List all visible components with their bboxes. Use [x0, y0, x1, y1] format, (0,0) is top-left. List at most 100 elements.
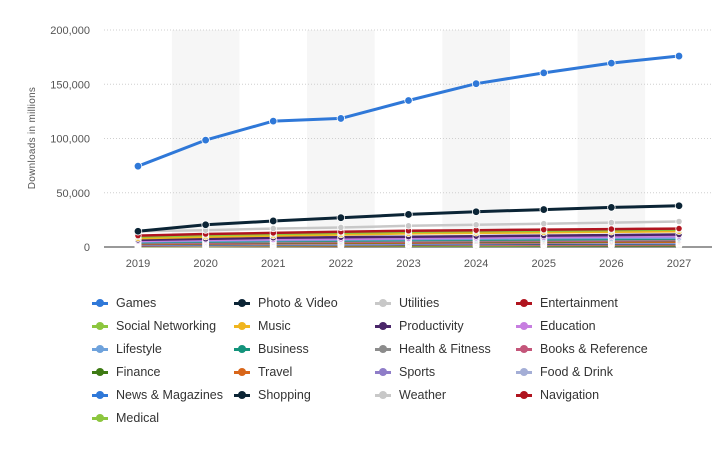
data-point: [540, 220, 548, 228]
series-photo-video: [133, 201, 684, 236]
legend-item[interactable]: Weather: [375, 386, 446, 404]
legend-swatch-icon: [234, 299, 250, 307]
legend-item[interactable]: Shopping: [234, 386, 311, 404]
legend-label: Navigation: [540, 388, 600, 402]
legend-label: Social Networking: [116, 319, 217, 333]
legend-item[interactable]: Business: [234, 340, 309, 358]
legend-item[interactable]: Social Networking: [92, 317, 216, 335]
series-games: [133, 51, 684, 171]
legend-label: Photo & Video: [258, 296, 338, 310]
x-axis-tick-labels: 2019 2020 2021 2022 2023 2024 2025 2026 2027: [126, 258, 691, 270]
legend-item[interactable]: Health & Fitness: [375, 340, 491, 358]
legend-item[interactable]: Lifestyle: [92, 340, 162, 358]
legend-swatch-icon: [92, 414, 108, 422]
legend-item[interactable]: Photo & Video: [234, 294, 338, 312]
legend-item[interactable]: Productivity: [375, 317, 464, 335]
legend-item[interactable]: Games: [92, 294, 156, 312]
legend-swatch-icon: [516, 368, 532, 376]
data-point: [607, 58, 616, 68]
legend-label: Business: [258, 342, 309, 356]
data-point: [607, 225, 615, 233]
legend-item[interactable]: Education: [516, 317, 596, 335]
data-point: [336, 213, 346, 222]
legend-label: Entertainment: [540, 296, 618, 310]
data-point: [675, 217, 683, 226]
data-point: [404, 222, 413, 230]
legend-label: Games: [116, 296, 157, 310]
legend-label: Education: [540, 319, 596, 333]
legend-swatch-icon: [234, 368, 250, 376]
legend-swatch-icon: [92, 368, 108, 376]
data-point: [674, 201, 684, 210]
legend-label: Food & Drink: [540, 365, 613, 379]
legend-item[interactable]: Music: [234, 317, 291, 335]
x-tick-label: 2019: [126, 258, 150, 270]
y-tick-label: 0: [84, 242, 90, 254]
legend-item[interactable]: Utilities: [375, 294, 439, 312]
legend-item[interactable]: Food & Drink: [516, 363, 613, 381]
data-point: [674, 51, 684, 61]
data-point: [404, 96, 413, 105]
legend-item[interactable]: News & Magazines: [92, 386, 223, 404]
data-point: [133, 227, 143, 236]
legend-item[interactable]: Travel: [234, 363, 292, 381]
legend-label: Medical: [116, 411, 160, 425]
data-point: [336, 114, 346, 123]
y-tick-label: 150,000: [50, 79, 90, 91]
data-point: [675, 224, 683, 233]
legend-label: Travel: [258, 365, 293, 379]
legend-label: Health & Fitness: [399, 342, 491, 356]
data-point: [472, 221, 480, 229]
data-point: [269, 116, 278, 126]
data-point: [404, 210, 413, 219]
legend-swatch-icon: [375, 322, 391, 330]
data-point: [133, 161, 143, 171]
data-point: [539, 205, 548, 214]
line-chart: 0 50,000 100,000 150,000 200,000 2019 2020 202…: [27, 25, 712, 270]
legend-label: Lifestyle: [116, 342, 162, 356]
data-point: [201, 220, 210, 229]
legend-item[interactable]: Medical: [92, 409, 159, 427]
legend-swatch-icon: [234, 322, 250, 330]
legend-item[interactable]: Finance: [92, 363, 160, 381]
legend-label: Sports: [399, 365, 436, 379]
legend-swatch-icon: [92, 391, 108, 399]
legend-swatch-icon: [234, 345, 250, 353]
year-band: [307, 30, 375, 247]
legend-swatch-icon: [92, 299, 108, 307]
x-tick-label: 2021: [261, 258, 285, 270]
legend-item[interactable]: Navigation: [516, 386, 599, 404]
x-tick-label: 2024: [464, 258, 488, 270]
data-point: [540, 226, 548, 234]
legend-swatch-icon: [516, 345, 532, 353]
legend-label: Utilities: [399, 296, 440, 310]
data-point: [607, 218, 615, 227]
legend-swatch-icon: [516, 322, 532, 330]
legend-item[interactable]: Sports: [375, 363, 435, 381]
x-tick-label: 2020: [193, 258, 217, 270]
legend-swatch-icon: [516, 299, 532, 307]
y-axis-title: Downloads in millions: [27, 87, 38, 189]
data-point: [269, 216, 278, 226]
legend-swatch-icon: [516, 391, 532, 399]
y-tick-label: 100,000: [50, 134, 90, 146]
legend-label: Weather: [399, 388, 447, 402]
legend-label: Finance: [116, 365, 161, 379]
data-point: [337, 223, 345, 232]
x-tick-label: 2025: [532, 258, 556, 270]
legend-label: Books & Reference: [540, 342, 648, 356]
data-point: [269, 224, 277, 233]
legend-item[interactable]: Books & Reference: [516, 340, 648, 358]
x-tick-label: 2027: [667, 258, 691, 270]
legend-item[interactable]: Entertainment: [516, 294, 618, 312]
y-tick-label: 200,000: [50, 25, 90, 37]
x-tick-label: 2022: [329, 258, 353, 270]
data-point: [471, 207, 481, 216]
legend-swatch-icon: [92, 322, 108, 330]
legend-swatch-icon: [375, 345, 391, 353]
legend-swatch-icon: [375, 391, 391, 399]
data-point: [471, 79, 481, 88]
series-layer: [133, 51, 684, 250]
legend-swatch-icon: [92, 345, 108, 353]
